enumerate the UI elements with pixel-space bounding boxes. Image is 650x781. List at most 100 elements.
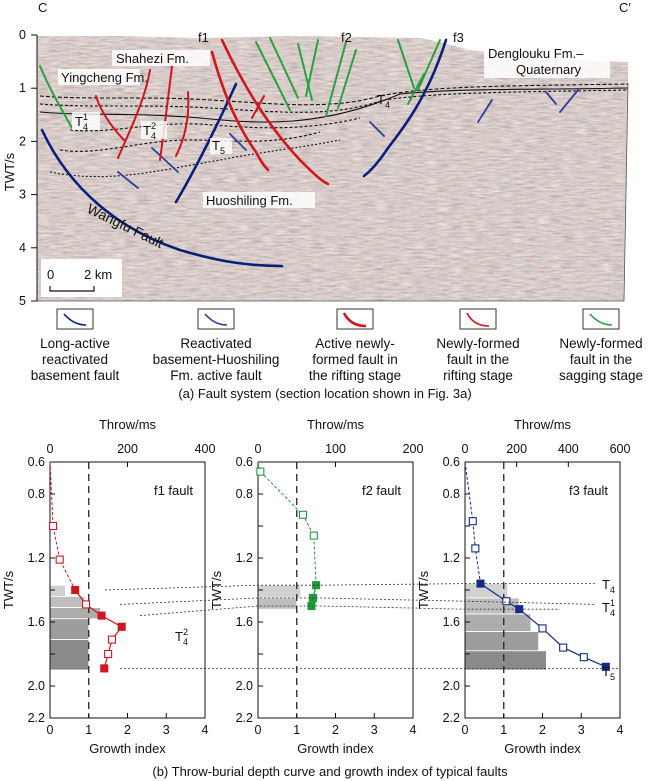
legend-text: Newly-formed [559,336,642,351]
throw-point [71,585,80,595]
sag-fault-trace [407,73,425,105]
growth-bar [464,597,520,615]
chart-title: f3 fault [569,483,608,498]
label-bg [203,192,315,208]
twt-tick-label: 2.2 [28,711,45,725]
formation-label-shahezi: Shahezi Fm. [116,51,189,66]
growth-tick-label: 0 [47,723,54,737]
section-right-end: C′ [619,0,631,15]
horizon-label-t41: T41 [75,112,88,132]
throw-point [97,611,106,620]
legend-swatch [582,308,620,330]
throw-point [601,662,610,671]
horizon-correlation-line [119,597,597,605]
legend-text: sagging stage [559,368,643,383]
throw-tick-label: 0 [255,442,262,456]
twt-tick-label: 1.2 [28,551,45,565]
throw-point [49,521,58,531]
throw-tick-label: 0 [47,442,54,456]
growth-tick-label: 0 [462,723,469,737]
sag-fault-trace [417,39,441,91]
f1-fault-trace [220,38,330,186]
growth-bar [257,584,302,599]
throw-point [468,517,477,526]
twt-tick-label: 0.6 [443,455,460,469]
label-bg [112,50,210,66]
throw-tick-label: 0 [462,442,469,456]
throw-point [312,581,321,590]
reactivated-fault-trace [559,89,579,113]
growth-axis-label: Growth index [89,741,166,756]
sag-fault-trace [325,41,347,117]
growth-tick-label: 0 [255,723,262,737]
formation-label-denglouku: Denglouku Fm.– [488,46,584,61]
growth-bar [49,584,66,597]
sag-fault-trace [337,49,357,109]
section-left-end: C [38,0,47,15]
growth-tick-label: 4 [410,723,417,737]
twt-tick-label: 1.6 [443,615,460,629]
caption-a: (a) Fault system (section location shown… [178,386,471,401]
throw-axis-label: Throw/ms [99,417,157,432]
growth-tick-label: 1 [85,723,92,737]
legend-swatch [56,308,94,330]
growth-bar [49,618,90,640]
legend-text: formed fault in [312,352,398,367]
throw-point [100,664,109,673]
throw-curve-upper [49,461,76,591]
chart-horizon-label: T42 [175,627,188,647]
reactivated-fault-trace [117,171,139,189]
twt-axis-label: TWT/s [209,570,224,609]
sag-fault-trace [397,39,415,89]
growth-tick-label: 1 [500,723,507,737]
twt-tick-label: 2.0 [443,679,460,693]
legend-line [204,313,228,326]
throw-point [81,600,91,609]
throw-point [117,622,126,631]
formation-label-quaternary: Quaternary [516,62,582,77]
horizon-label-t5: T5 [212,138,225,156]
section-ytick-label: 0 [19,28,26,42]
legend-line [342,312,367,328]
chart-title: f1 fault [154,483,193,498]
reactivated-fault-trace [545,91,557,105]
sag-fault-trace [39,65,73,129]
reactivated-fault-trace [229,133,247,151]
throw-tick-label: 400 [195,442,216,456]
throw-tick-label: 100 [325,442,346,456]
twt-axis-label: TWT/s [416,570,431,609]
twt-tick-label: 2.0 [28,679,45,693]
scale-bar: 0 2 km [41,259,122,297]
twt-tick-label: 2.0 [236,679,253,693]
seismic-section: C C′ 0 1 2 3 4 5 TWT/s [2,0,631,308]
section-ytick-label: 5 [19,294,26,308]
throw-tick-label: 200 [403,442,424,456]
legend-text: Newly-formed [436,336,519,351]
f3-fault-trace [362,38,448,178]
label-bg [210,138,232,154]
twt-tick-label: 0.8 [236,487,253,501]
growth-tick-label: 4 [617,723,624,737]
twt-tick-label: 2.2 [443,711,460,725]
horizon-correlation-line [139,605,560,616]
label-bg [484,44,610,78]
growth-bar [464,650,547,671]
throw-point [471,544,480,553]
growth-tick-label: 4 [202,723,209,737]
throw-axis-label: Throw/ms [307,417,365,432]
section-ytick-label: 1 [19,81,26,95]
twt-tick-label: 1.6 [28,615,45,629]
growth-tick-label: 2 [124,723,131,737]
throw-point [538,624,547,633]
legend-text: basement-Huoshiling [153,352,280,367]
throw-axis-label: Throw/ms [514,417,572,432]
horizon-label-t4: T4 [377,92,390,110]
